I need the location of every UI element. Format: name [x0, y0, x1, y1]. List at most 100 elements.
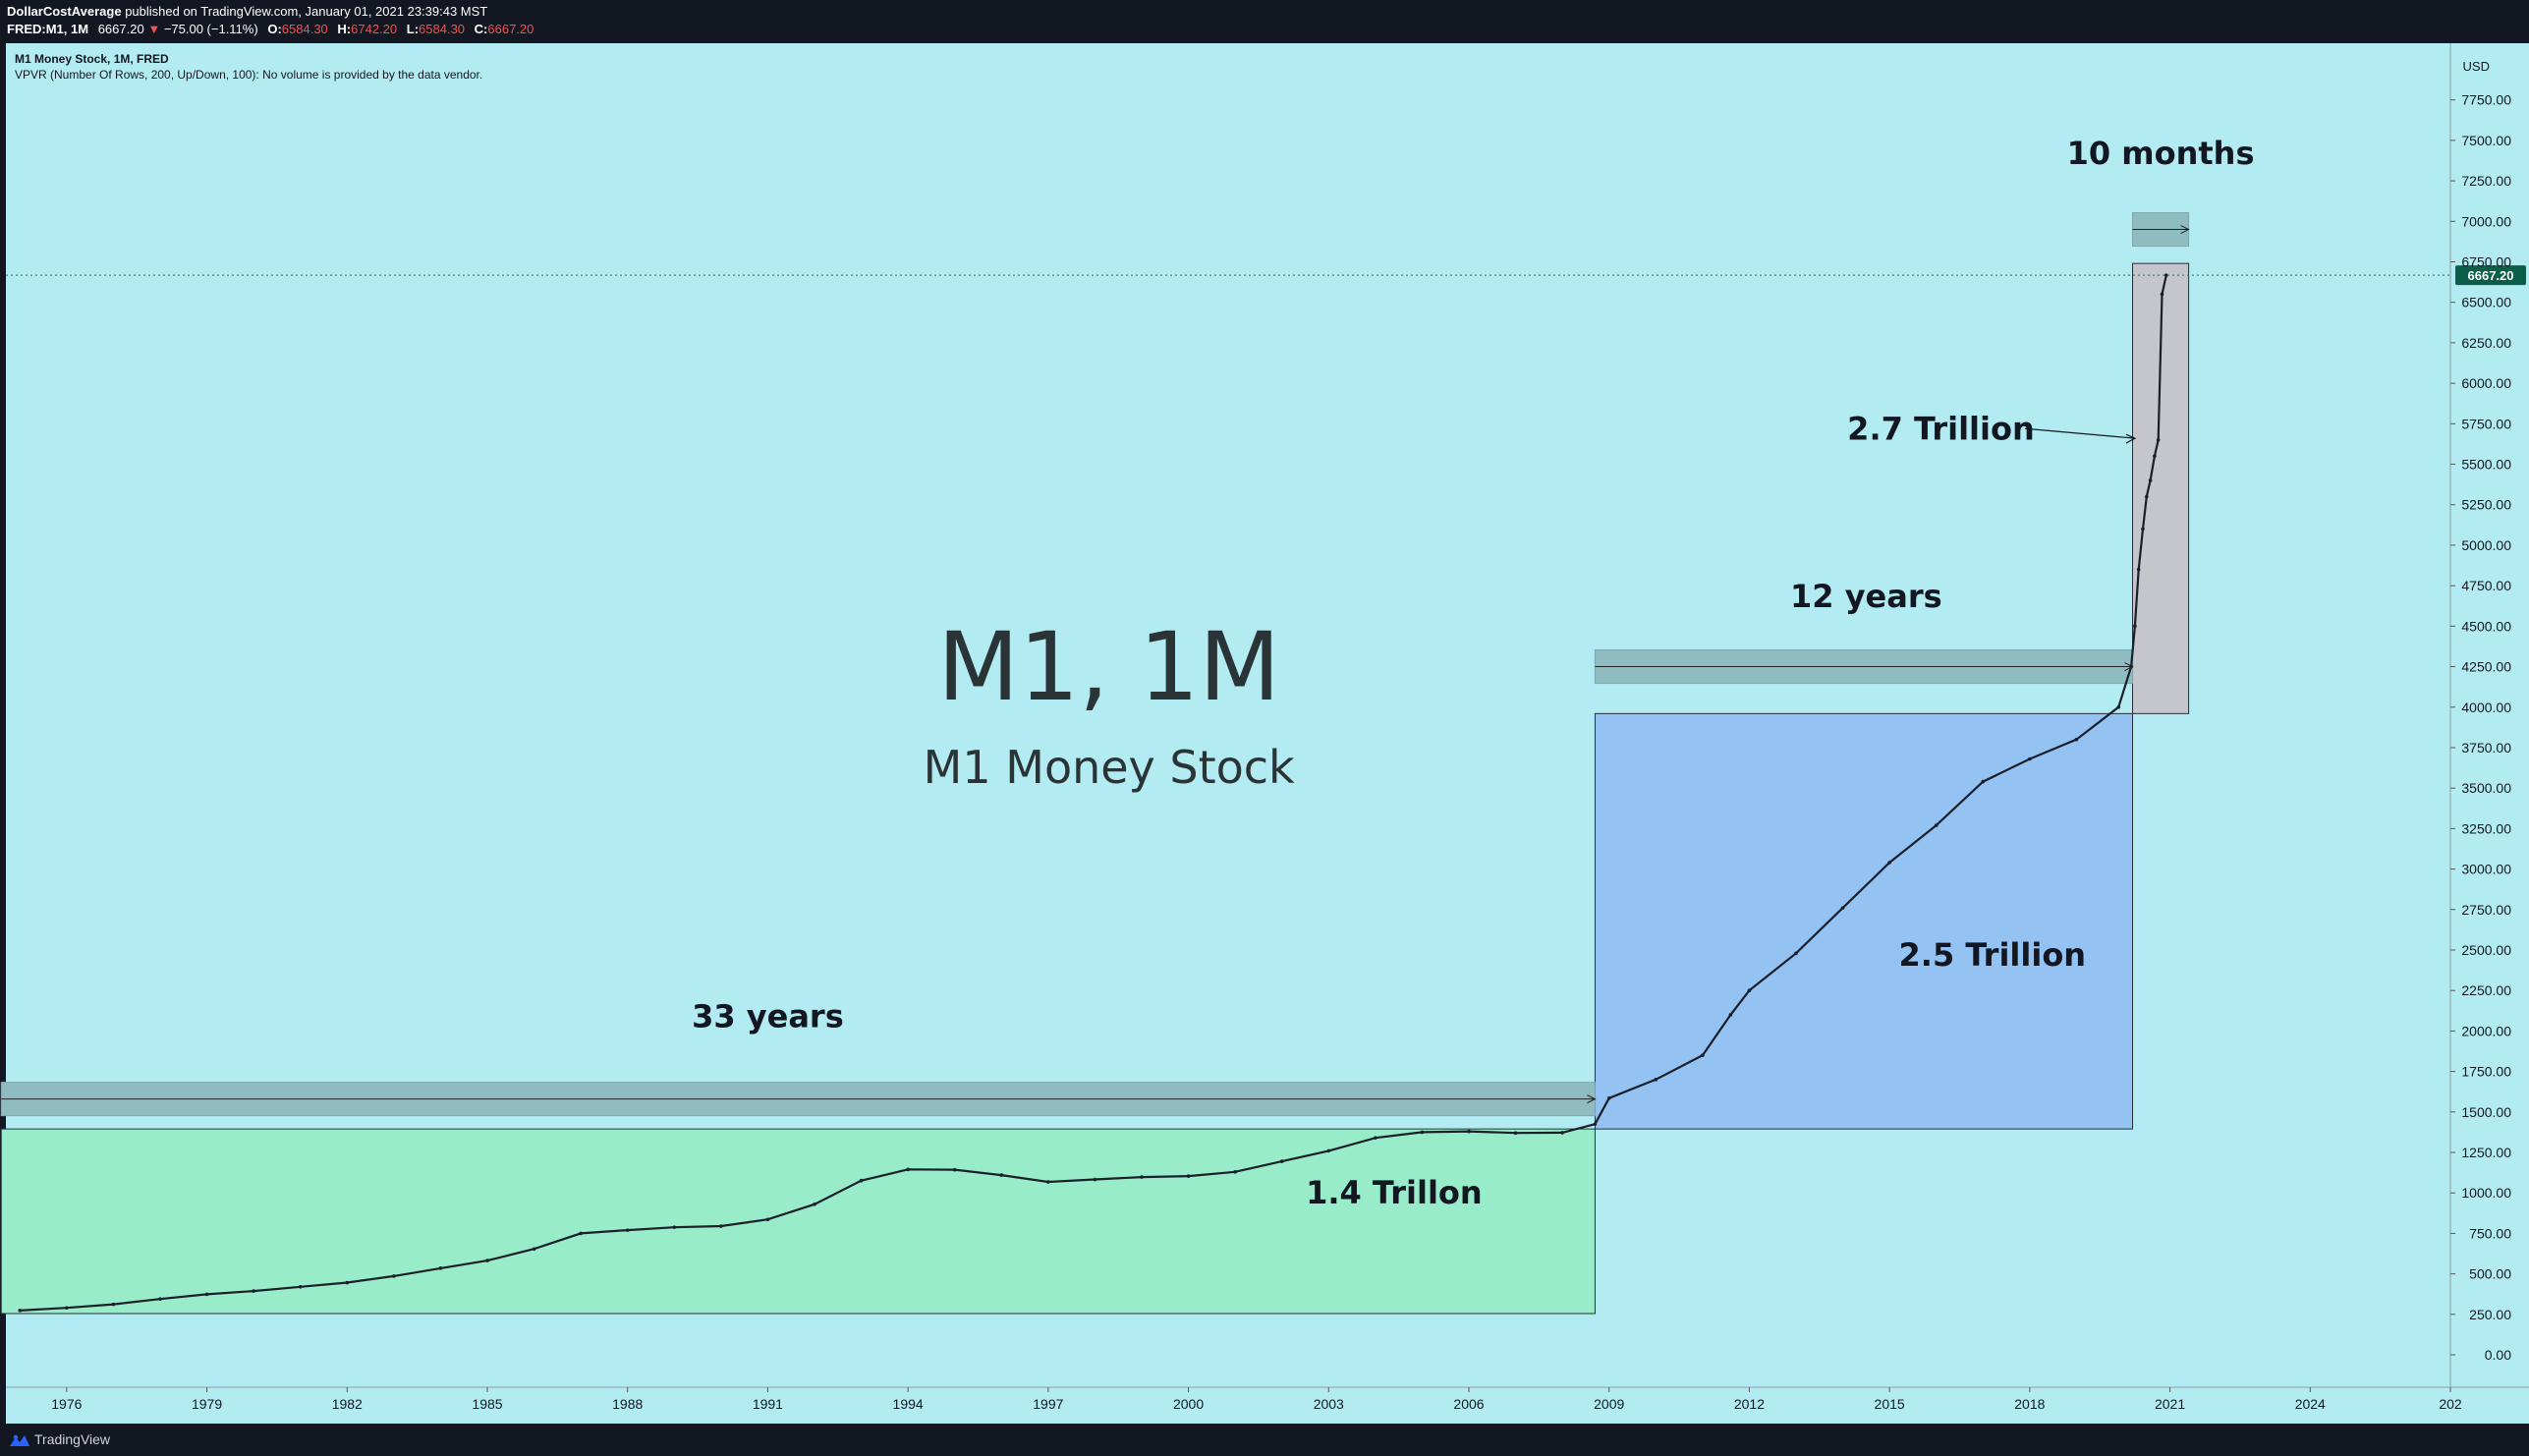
x-tick-label: 2021 [2155, 1396, 2185, 1412]
y-tick-label: 3250.00 [2461, 820, 2511, 836]
y-tick-label: 1500.00 [2461, 1104, 2511, 1120]
high-label: H: [337, 22, 352, 36]
m1-data-point [345, 1280, 350, 1285]
m1-data-point [1747, 988, 1752, 992]
x-tick-label: 1982 [332, 1396, 363, 1412]
y-tick-label: 2000.00 [2461, 1023, 2511, 1038]
m1-data-point [158, 1297, 162, 1301]
m1-data-point [672, 1225, 677, 1229]
chart-svg[interactable]: M1, 1M M1 Money Stock 33 years 12 years 10 m… [0, 0, 2529, 1424]
x-tick-label: 2003 [1314, 1396, 1344, 1412]
m1-data-point [204, 1292, 209, 1297]
m1-data-point [1233, 1169, 1237, 1174]
m1-data-point [2164, 273, 2168, 277]
m1-data-point [1326, 1148, 1331, 1153]
y-tick-label: 2500.00 [2461, 942, 2511, 958]
m1-data-point [1279, 1159, 1284, 1163]
publisher-name[interactable]: DollarCostAverage [7, 4, 122, 19]
y-tick-label: 7750.00 [2461, 92, 2511, 108]
range-33y-arrowhead-icon [1587, 1094, 1597, 1104]
m1-data-point [1701, 1053, 1705, 1057]
m1-data-point [485, 1259, 489, 1262]
m1-data-point [1513, 1131, 1518, 1136]
m1-data-point [1420, 1130, 1425, 1135]
m1-data-point [813, 1202, 816, 1206]
y-tick-label: 250.00 [2469, 1307, 2511, 1322]
down-arrow-icon: ▼ [147, 22, 161, 36]
last-price-badge-text: 6667.20 [2468, 268, 2514, 283]
low-label: L: [406, 22, 420, 36]
ohlc-line: FRED:M1, 1M 6667.20 ▼ −75.00 (−1.11%) O:… [7, 21, 534, 38]
y-tick-label: 6750.00 [2461, 254, 2511, 270]
watermark-title: M1, 1M [937, 612, 1280, 722]
tradingview-logo-icon[interactable] [8, 1432, 31, 1448]
last-price-badge [2455, 265, 2526, 286]
m1-data-point [2156, 438, 2161, 442]
y-tick-label: 7500.00 [2461, 133, 2511, 148]
m1-data-point [2116, 704, 2121, 709]
y-tick-label: 4250.00 [2461, 659, 2511, 675]
x-tick-label: 1985 [472, 1396, 502, 1412]
x-tick-label: 1988 [612, 1396, 643, 1412]
y-tick-label: 5750.00 [2461, 416, 2511, 431]
m1-data-point [1840, 906, 1845, 910]
m1-data-point [2129, 664, 2133, 669]
y-tick-label: 7250.00 [2461, 173, 2511, 189]
x-tick-label: 2000 [1173, 1396, 1204, 1412]
y-tick-label: 6000.00 [2461, 375, 2511, 391]
y-tick-label: 5250.00 [2461, 497, 2511, 513]
y-tick-label: 4500.00 [2461, 618, 2511, 634]
m1-data-point [2153, 454, 2157, 459]
m1-data-point [392, 1274, 396, 1278]
m1-data-point [2074, 737, 2079, 742]
m1-data-point [1467, 1129, 1471, 1134]
m1-data-point [1887, 861, 1891, 865]
symbol-label: FRED:M1, 1M [7, 22, 89, 36]
y-tick-label: 5000.00 [2461, 537, 2511, 553]
m1-data-point [65, 1306, 69, 1311]
tradingview-brand[interactable]: TradingView [34, 1431, 111, 1447]
y-tick-label: 3750.00 [2461, 740, 2511, 756]
x-tick-label: 1997 [1033, 1396, 1063, 1412]
m1-data-point [111, 1302, 116, 1307]
currency-label: USD [2463, 59, 2490, 74]
m1-data-point [2148, 478, 2153, 482]
x-tick-label: 1976 [51, 1396, 82, 1412]
publisher-line: DollarCostAverage published on TradingVi… [7, 3, 487, 21]
m1-data-point [252, 1289, 255, 1293]
m1-data-point [1140, 1175, 1144, 1179]
m1-data-point [999, 1173, 1004, 1177]
m1-data-point [625, 1228, 630, 1232]
low-value: 6584.30 [419, 22, 466, 36]
m1-data-point [1654, 1078, 1658, 1082]
x-tick-label: 1979 [192, 1396, 222, 1412]
m1-data-point [1560, 1131, 1564, 1135]
m1-data-point [906, 1167, 910, 1172]
y-tick-label: 7000.00 [2461, 213, 2511, 229]
y-tick-label: 2250.00 [2461, 982, 2511, 998]
y-tick-label: 4000.00 [2461, 700, 2511, 715]
m1-data-point [1606, 1095, 1611, 1100]
y-tick-label: 500.00 [2469, 1266, 2511, 1282]
m1-data-point [765, 1217, 770, 1222]
m1-data-point [1934, 823, 1939, 827]
open-value: 6584.30 [281, 22, 328, 36]
y-tick-label: 1000.00 [2461, 1185, 2511, 1201]
m1-data-point [952, 1167, 957, 1172]
y-tick-label: 3000.00 [2461, 862, 2511, 877]
trillion-pointer-line [2025, 427, 2135, 439]
green-range-box [0, 1128, 1596, 1315]
indicator-legend[interactable]: VPVR (Number Of Rows, 200, Up/Down, 100)… [15, 68, 483, 82]
x-tick-label: 2024 [2295, 1396, 2326, 1412]
y-tick-label: 0.00 [2485, 1347, 2511, 1363]
m1-data-point [18, 1309, 23, 1313]
chart-legend: M1 Money Stock, 1M, FRED VPVR (Number Of… [15, 51, 482, 83]
y-tick-label: 1250.00 [2461, 1145, 2511, 1160]
m1-data-point [2144, 494, 2149, 499]
high-value: 6742.20 [351, 22, 398, 36]
m1-data-point [2160, 292, 2164, 297]
series-legend[interactable]: M1 Money Stock, 1M, FRED [15, 52, 169, 66]
x-tick-label: 202 [2439, 1396, 2462, 1412]
time-axis-panel[interactable] [6, 1387, 2529, 1424]
y-tick-label: 750.00 [2469, 1225, 2511, 1241]
